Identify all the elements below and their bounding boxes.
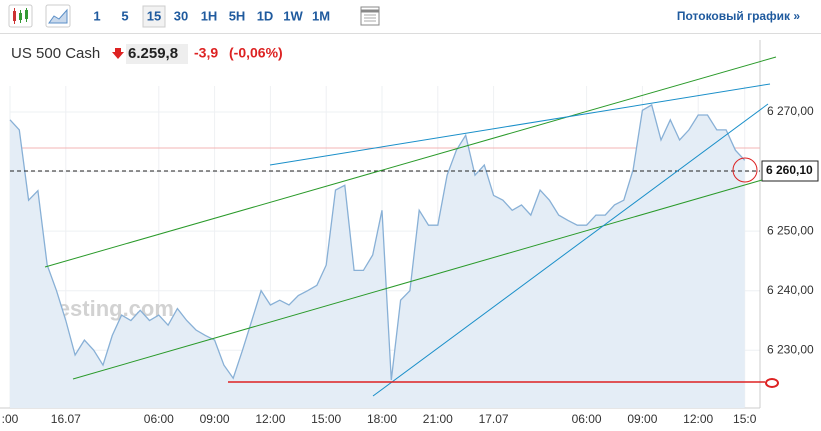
change-pct: (-0,06%) [229,45,283,61]
drawings [44,56,779,397]
last-price-label: 6 260,10 [766,163,813,177]
price: 6.259,8 [128,45,178,62]
table-icon[interactable] [360,6,380,26]
x-tick-label: 09:00 [200,412,230,426]
y-tick-label: 6 240,00 [767,283,814,297]
interval-button[interactable]: 5 [121,8,128,23]
x-tick-label: 12:00 [683,412,713,426]
candle-icon[interactable] [8,4,33,28]
x-tick-label: 12:00 [255,412,285,426]
selected-interval-box [142,5,166,28]
line-handle [765,378,779,388]
stream-link[interactable]: Потоковый график » [677,9,800,23]
interval-button[interactable]: 1 [93,8,100,23]
last-price-box [761,160,819,182]
y-tick-label: 6 250,00 [767,223,814,237]
price-bg [126,44,188,64]
x-tick-label: 21:00 [423,412,453,426]
trend-line [269,83,771,166]
x-tick-label: 06:00 [144,412,174,426]
interval-button[interactable]: 30 [174,8,188,23]
interval-button[interactable]: 1H [201,8,218,23]
interval-button[interactable]: 15 [147,8,161,23]
interval-button[interactable]: 5H [229,8,246,23]
x-tick-label: 16.07 [51,412,81,426]
trend-line [44,56,777,268]
x-tick-label: 09:00 [627,412,657,426]
interval-button[interactable]: 1M [312,8,330,23]
area-icon[interactable] [45,4,71,28]
trend-line [72,179,763,380]
price-circle [732,157,758,183]
price-line [9,103,746,381]
x-tick-label: 06:00 [572,412,602,426]
plot: 6 230,006 240,006 250,006 260,006 270,00… [0,40,819,426]
change: -3,9 [194,45,218,61]
trend-line [372,103,769,397]
y-tick-label: 6 270,00 [767,104,814,118]
x-tick-label: :00 [2,412,19,426]
x-tick-label: 18:00 [367,412,397,426]
x-tick-label: 17.07 [479,412,509,426]
interval-button[interactable]: 1D [257,8,274,23]
down-arrow [112,48,124,59]
area-fill [10,104,745,409]
x-tick-label: 15:0 [733,412,757,426]
interval-button[interactable]: 1W [283,8,303,23]
x-tick-label: 15:00 [311,412,341,426]
instrument-title: US 500 Cash [11,45,100,62]
y-tick-label: 6 230,00 [767,342,814,356]
